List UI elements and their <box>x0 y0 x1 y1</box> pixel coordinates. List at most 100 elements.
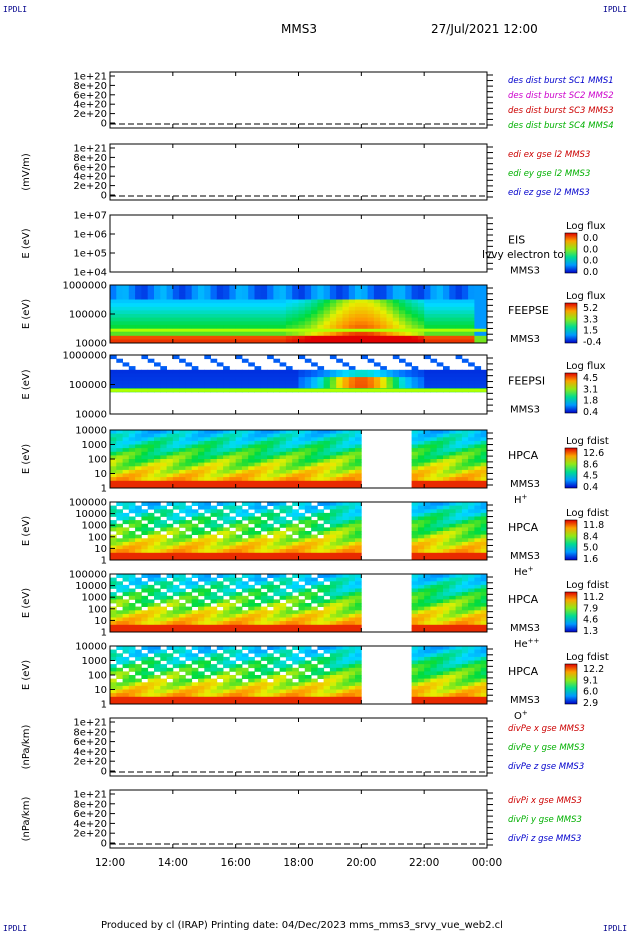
heatmap-cell <box>474 509 482 514</box>
heatmap-cell <box>417 473 425 478</box>
heatmap-cell <box>480 667 488 672</box>
heatmap-cell <box>311 628 318 633</box>
heatmap-cell <box>154 541 161 546</box>
heatmap-cell <box>436 682 444 687</box>
heatmap-cell <box>160 667 167 672</box>
heatmap-cell <box>311 295 318 300</box>
heatmap-cell <box>128 303 136 308</box>
heatmap-cell <box>191 556 199 561</box>
heatmap-cell <box>147 295 155 300</box>
y-tick-label: 1 <box>101 484 107 495</box>
heatmap-cell <box>424 502 431 506</box>
heatmap-cell <box>323 534 331 539</box>
heatmap-cell <box>273 552 281 557</box>
y-tick-label: 100 <box>88 532 107 543</box>
heatmap-cell <box>405 332 412 337</box>
heatmap-cell <box>185 527 193 532</box>
heatmap-cell <box>198 700 205 705</box>
heatmap-cell <box>474 628 482 633</box>
heatmap-cell <box>336 556 343 561</box>
heatmap-cell <box>122 649 130 654</box>
heatmap-cell <box>311 682 318 687</box>
colorbar <box>564 302 578 344</box>
heatmap-cell <box>166 523 174 528</box>
heatmap-cell <box>399 324 406 329</box>
heatmap-cell <box>336 380 343 385</box>
heatmap-cell <box>455 581 463 586</box>
heatmap-cell <box>430 516 438 521</box>
heatmap-cell <box>260 534 268 539</box>
heatmap-cell <box>141 696 149 701</box>
heatmap-cell <box>267 538 274 543</box>
heatmap-cell <box>135 292 142 297</box>
heatmap-cell <box>285 656 293 661</box>
heatmap-cell <box>411 317 419 322</box>
heatmap-cell <box>166 369 174 374</box>
heatmap-cell <box>480 332 488 337</box>
heatmap-cell <box>355 538 362 543</box>
heatmap-cell <box>210 358 218 363</box>
heatmap-cell <box>311 292 318 297</box>
heatmap-cell <box>449 459 456 463</box>
heatmap-cell <box>229 369 237 374</box>
heatmap-cell <box>248 462 255 467</box>
heatmap-cell <box>116 502 123 506</box>
heatmap-cell <box>367 295 375 300</box>
heatmap-cell <box>443 577 450 582</box>
heatmap-cell <box>342 339 350 344</box>
heatmap-cell <box>135 477 142 482</box>
heatmap-cell <box>392 332 400 337</box>
heatmap-cell <box>223 430 230 434</box>
heatmap-cell <box>468 502 475 506</box>
heatmap-cell <box>411 366 419 371</box>
heatmap-cell <box>285 592 293 597</box>
heatmap-cell <box>248 613 255 618</box>
heatmap-cell <box>304 437 312 442</box>
heatmap-cell <box>323 682 331 687</box>
heatmap-cell <box>329 646 337 650</box>
heatmap-cell <box>141 324 149 329</box>
heatmap-cell <box>248 541 255 546</box>
heatmap-cell <box>160 373 167 378</box>
heatmap-cell <box>392 373 400 378</box>
heatmap-cell <box>348 451 356 456</box>
heatmap-cell <box>392 299 400 304</box>
heatmap-cell <box>198 624 205 629</box>
heatmap-cell <box>367 288 375 293</box>
heatmap-cell <box>273 624 281 629</box>
heatmap-cell <box>480 678 488 683</box>
heatmap-cell <box>480 592 488 597</box>
heatmap-cell <box>417 538 425 543</box>
y-tick-label: 1000000 <box>62 351 107 362</box>
heatmap-cell <box>405 288 412 293</box>
heatmap-cell <box>424 335 431 340</box>
heatmap-cell <box>204 689 211 694</box>
heatmap-cell <box>267 303 274 308</box>
heatmap-cell <box>248 678 255 683</box>
heatmap-cell <box>229 523 237 528</box>
heatmap-cell <box>361 303 368 308</box>
heatmap-cell <box>279 469 287 474</box>
heatmap-cell <box>172 466 180 471</box>
heatmap-cell <box>241 444 249 449</box>
heatmap-cell <box>210 306 218 311</box>
heatmap-cell <box>223 384 230 389</box>
heatmap-cell <box>430 664 438 669</box>
heatmap-cell <box>417 451 425 456</box>
heatmap-cell <box>436 689 444 694</box>
heatmap-cell <box>480 599 488 604</box>
heatmap-cell <box>198 466 205 471</box>
heatmap-cell <box>380 380 387 385</box>
heatmap-cell <box>235 377 243 382</box>
heatmap-cell <box>373 369 381 374</box>
heatmap-cell <box>110 444 117 449</box>
heatmap-cell <box>317 303 325 308</box>
heatmap-cell <box>241 595 249 600</box>
y-tick-label: 1e+04 <box>73 268 107 279</box>
heatmap-cell <box>430 285 438 289</box>
heatmap-cell <box>292 531 299 535</box>
heatmap-cell <box>455 556 463 561</box>
heatmap-cell <box>198 310 205 315</box>
heatmap-cell <box>267 685 274 690</box>
heatmap-cell <box>179 628 186 633</box>
